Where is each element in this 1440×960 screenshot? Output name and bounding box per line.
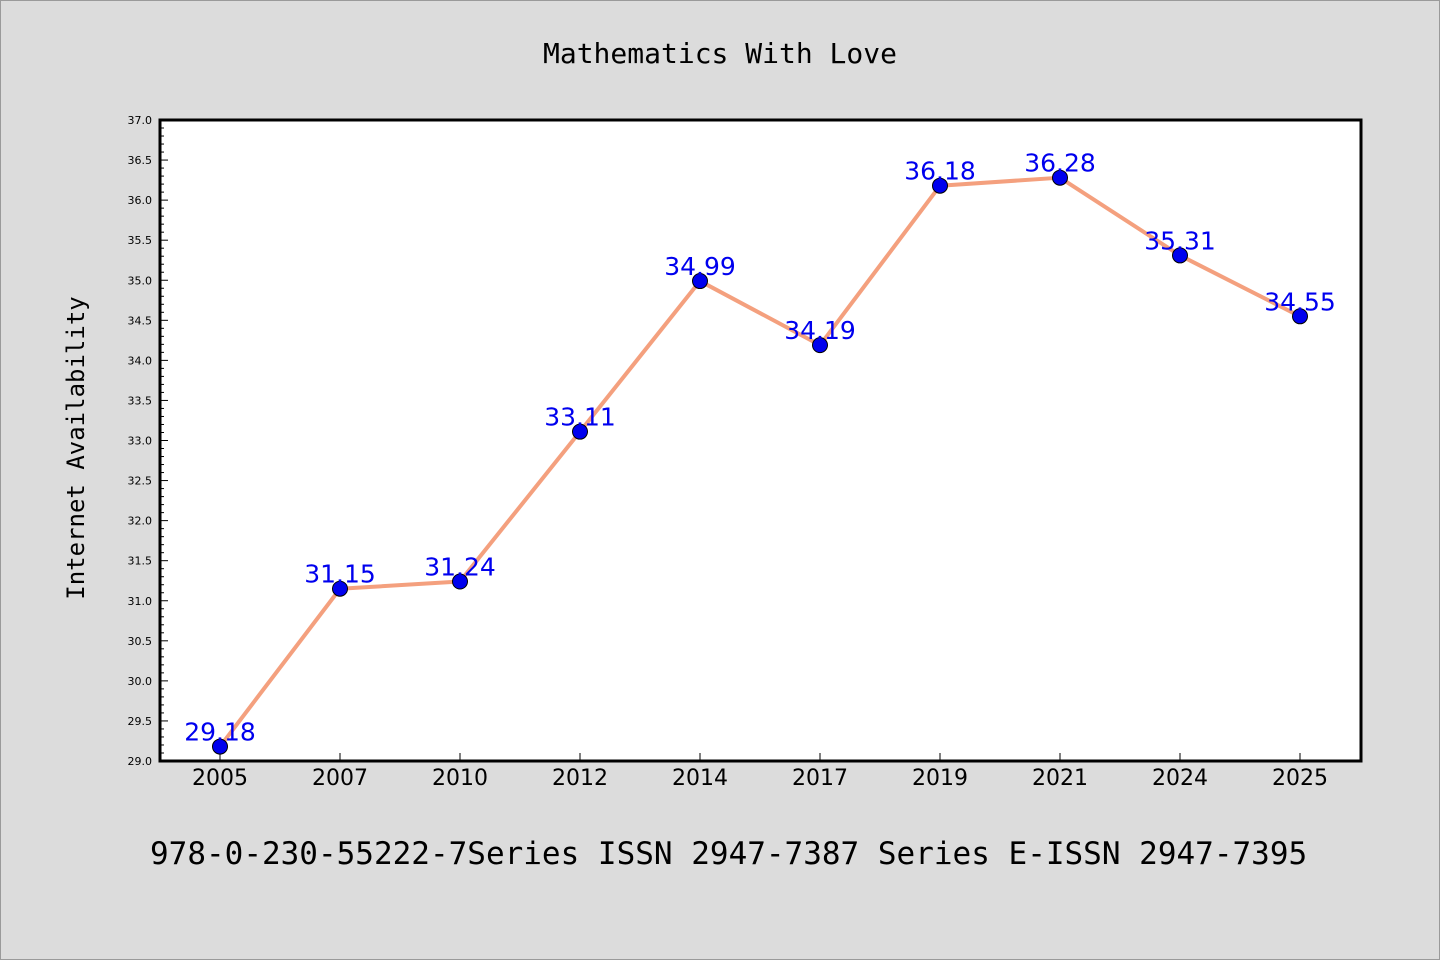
data-labels: 29.18 31.15 31.24 33.11 34.99 34.19 36.18 36.28…: [184, 149, 1336, 747]
y-tick-label: 36.5: [128, 154, 153, 167]
series-line: [218, 175, 1301, 748]
data-point: [572, 423, 588, 440]
x-tick-label: 2005: [192, 766, 248, 791]
data-label: 29.18: [184, 718, 256, 747]
y-tick-label: 35.0: [128, 274, 153, 287]
y-axis-label: Internet Availability: [62, 296, 90, 599]
data-point: [932, 177, 948, 194]
x-tick-label: 2010: [432, 766, 488, 791]
y-tick-label: 32.5: [128, 475, 153, 488]
y-tick-label: 37.0: [128, 114, 153, 127]
y-tick-label: 33.0: [128, 435, 153, 448]
plot-area: [160, 120, 1361, 761]
data-label: 31.24: [424, 553, 496, 582]
y-tick-label: 29.0: [128, 755, 153, 768]
data-point: [692, 273, 708, 290]
x-tick-label: 2025: [1272, 766, 1328, 791]
x-tick-label: 2019: [912, 766, 968, 791]
x-tick-label: 2012: [552, 766, 608, 791]
data-label: 34.99: [664, 252, 736, 281]
x-tick-label: 2007: [312, 766, 368, 791]
data-point: [212, 738, 228, 755]
data-point: [1052, 169, 1068, 186]
data-label: 34.55: [1264, 287, 1336, 316]
data-point: [1292, 308, 1308, 325]
isbn-caption: 978-0-230-55222-7Series ISSN 2947-7387 S…: [150, 836, 1307, 872]
y-tick-label: 30.0: [128, 675, 153, 688]
y-tick-label: 31.5: [128, 555, 153, 568]
y-tick-label: 29.5: [128, 715, 153, 728]
y-tick-label: 30.5: [128, 635, 153, 648]
y-tick-label: 36.0: [128, 194, 153, 207]
x-tick-label: 2014: [672, 766, 728, 791]
chart-title: Mathematics With Love: [543, 37, 897, 70]
data-label: 34.19: [784, 316, 856, 345]
y-tick-label: 34.5: [128, 314, 153, 327]
y-tick-label: 31.0: [128, 595, 153, 608]
x-tick-label: 2024: [1152, 766, 1208, 791]
data-label: 35.31: [1144, 226, 1216, 255]
data-label: 31.15: [304, 560, 376, 589]
data-label: 36.18: [904, 157, 976, 186]
y-tick-label: 32.0: [128, 515, 153, 528]
data-point: [332, 580, 348, 597]
data-point: [452, 573, 468, 590]
plot-border: [158, 118, 1363, 763]
x-tick-label: 2017: [792, 766, 848, 791]
y-axis-ticks: 29.0 29.5 30.0 30.5 31.0 31.5 32.0 32.5 33.0 33.5…: [128, 114, 168, 768]
x-tick-label: 2021: [1032, 766, 1088, 791]
data-label: 36.28: [1024, 149, 1096, 178]
y-tick-label: 34.0: [128, 354, 153, 367]
y-tick-label: 35.5: [128, 234, 153, 247]
data-label: 33.11: [544, 403, 616, 432]
data-point: [1172, 247, 1188, 264]
data-point: [812, 337, 828, 354]
y-tick-label: 33.5: [128, 394, 153, 407]
data-points: [212, 169, 1308, 755]
x-axis-ticks: 2005 2007 2010 2012 2014 2017 2019 2021 2024 2025: [192, 753, 1328, 791]
